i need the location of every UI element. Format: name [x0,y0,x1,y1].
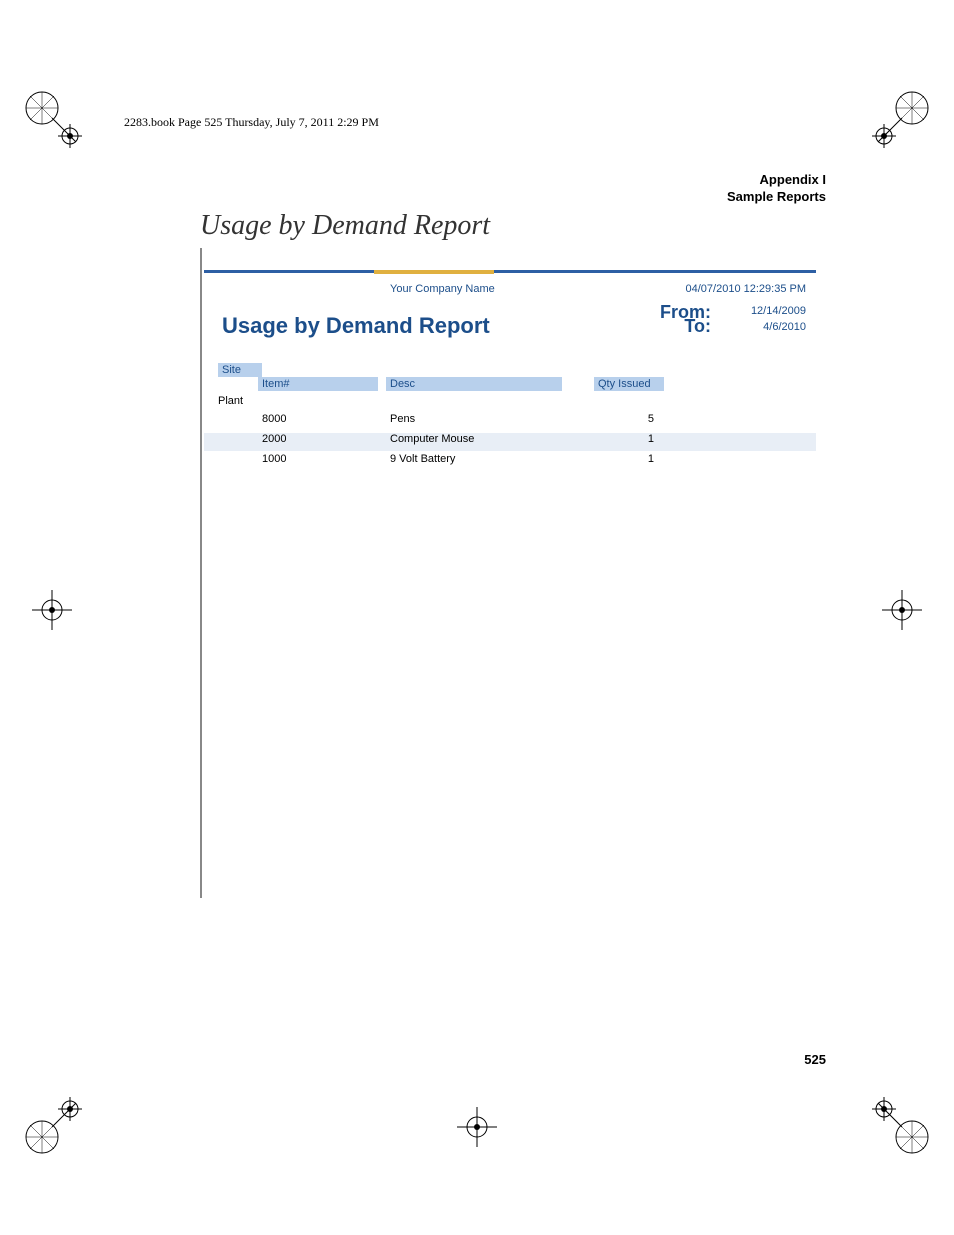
from-date: 12/14/2009 [751,305,806,317]
tab-accent [374,270,494,274]
col-site: Site [218,363,262,377]
cell-item: 8000 [262,413,286,425]
registration-mark-icon [447,1097,507,1157]
cell-desc: Pens [390,413,415,425]
company-name: Your Company Name [390,283,495,295]
to-date: 4/6/2010 [763,321,806,333]
cell-desc: 9 Volt Battery [390,453,455,465]
registration-mark-icon [872,1097,932,1157]
vertical-rule [200,248,202,898]
appendix-header: Appendix I Sample Reports [727,172,826,206]
registration-mark-icon [872,580,932,640]
report-timestamp: 04/07/2010 12:29:35 PM [686,283,806,295]
appendix-line1: Appendix I [727,172,826,189]
report-panel: Your Company Name 04/07/2010 12:29:35 PM… [204,270,816,373]
col-desc: Desc [386,377,562,391]
report-title: Usage by Demand Report [222,313,490,339]
cell-qty: 1 [594,453,654,465]
table-row: 8000 Pens 5 [204,413,816,431]
site-value: Plant [218,395,243,407]
cell-qty: 1 [594,433,654,445]
cell-qty: 5 [594,413,654,425]
registration-mark-icon [22,580,82,640]
registration-mark-icon [22,1097,82,1157]
col-qty: Qty Issued [594,377,664,391]
cell-item: 2000 [262,433,286,445]
cell-desc: Computer Mouse [390,433,474,445]
section-title: Usage by Demand Report [200,210,490,242]
registration-mark-icon [872,88,932,148]
registration-mark-icon [22,88,82,148]
report-header-area: Your Company Name 04/07/2010 12:29:35 PM… [204,270,816,373]
col-item: Item# [258,377,378,391]
book-header-line: 2283.book Page 525 Thursday, July 7, 201… [124,115,379,130]
table-row: 2000 Computer Mouse 1 [204,433,816,451]
page-number: 525 [804,1052,826,1067]
cell-item: 1000 [262,453,286,465]
page: 2283.book Page 525 Thursday, July 7, 201… [0,0,954,1235]
appendix-line2: Sample Reports [727,189,826,206]
from-to-labels: From: To: [660,305,711,334]
table-row: 1000 9 Volt Battery 1 [204,453,816,471]
